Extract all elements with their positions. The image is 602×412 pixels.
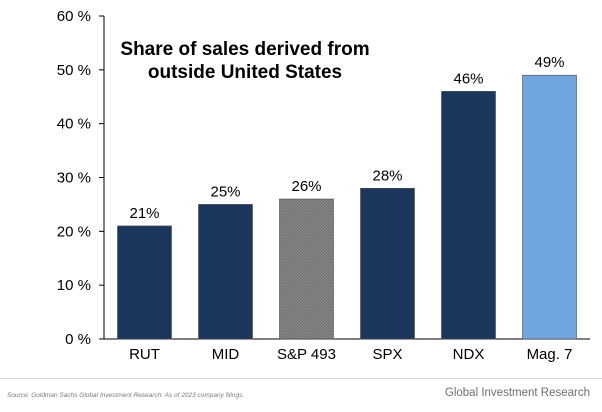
data-label: 46% — [453, 70, 483, 87]
data-label: 28% — [372, 167, 402, 184]
chart-title: Share of sales derived from outside Unit… — [120, 39, 369, 83]
data-label: 21% — [129, 205, 159, 222]
data-label: 26% — [291, 178, 321, 195]
y-tick-label: 0 % — [65, 331, 91, 348]
data-label: 25% — [210, 183, 240, 200]
category-label: MID — [212, 346, 240, 363]
y-tick-label: 40 % — [57, 116, 91, 133]
bars: 21% RUT 25% MID 26% S&P 493 28% SPX 46% NDX 49% Mag… — [117, 54, 577, 363]
bar-mid — [198, 204, 253, 340]
bar-s-p-493 — [279, 198, 334, 340]
category-label: RUT — [129, 346, 160, 363]
y-tick-label: 10 % — [57, 277, 91, 294]
y-tick-label: 30 % — [57, 170, 91, 187]
chart-title-line-1: Share of sales derived from — [120, 39, 369, 60]
category-label: SPX — [372, 346, 402, 363]
y-tick-label: 20 % — [57, 223, 91, 240]
source-note: Source: Goldman Sachs Global Investment … — [7, 392, 245, 399]
chart-title-line-2: outside United States — [148, 62, 342, 83]
category-label: NDX — [453, 346, 485, 363]
bar-rut — [117, 225, 172, 340]
y-tick-label: 60 % — [57, 8, 91, 25]
data-label: 49% — [534, 54, 564, 71]
category-label: S&P 493 — [277, 346, 336, 363]
bar-spx — [360, 187, 415, 340]
footer-divider — [0, 378, 602, 379]
y-tick-label: 50 % — [57, 62, 91, 79]
category-label: Mag. 7 — [527, 346, 573, 363]
bar-ndx — [441, 91, 496, 340]
chart: 0 % 10 % 20 % 30 % 40 % 50 % 60 % 21% RUT 25% MID… — [57, 8, 590, 363]
y-axis: 0 % 10 % 20 % 30 % 40 % 50 % 60 % — [57, 8, 590, 348]
brand-label: Global Investment Research — [444, 387, 590, 399]
bar-mag-7 — [522, 74, 577, 340]
